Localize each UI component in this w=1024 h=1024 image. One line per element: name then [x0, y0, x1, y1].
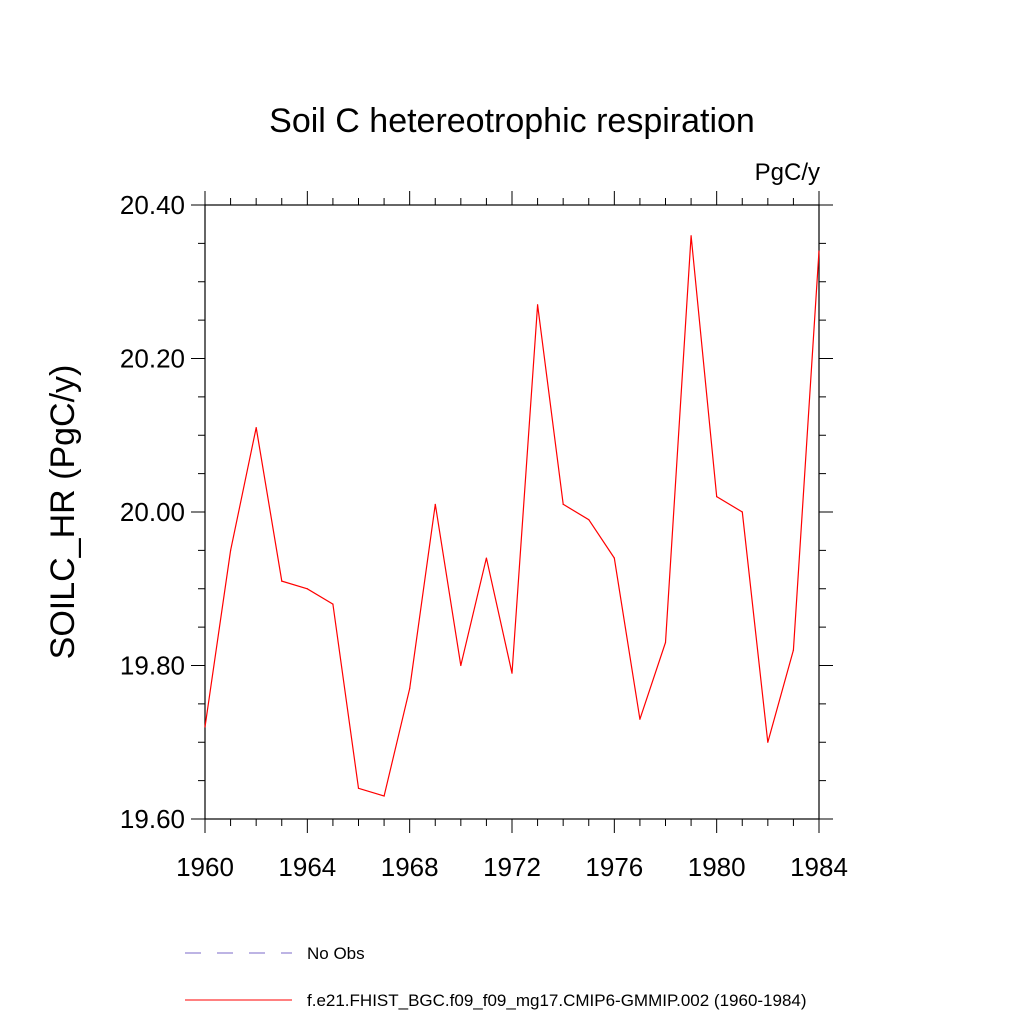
data-point [690, 235, 692, 237]
y-tick-label: 19.60 [120, 804, 185, 834]
units-label: PgC/y [755, 159, 820, 186]
data-point [562, 503, 564, 505]
plot-area: 19.60 19.80 20.00 20.20 20.40 1960 1964 1968 197… [120, 190, 848, 882]
data-point [767, 741, 769, 743]
legend-label: No Obs [307, 944, 365, 963]
data-point [306, 588, 308, 590]
x-tick-label: 1964 [278, 852, 336, 882]
series-line [204, 235, 820, 797]
data-point [511, 672, 513, 674]
data-point [588, 519, 590, 521]
data-point [434, 503, 436, 505]
y-tick-label: 19.80 [120, 651, 185, 681]
legend-label: f.e21.FHIST_BGC.f09_f09_mg17.CMIP6-GMMIP… [307, 991, 807, 1010]
data-point [204, 726, 206, 728]
data-point [281, 580, 283, 582]
y-tick-label: 20.00 [120, 497, 185, 527]
data-point [332, 603, 334, 605]
legend: No Obs f.e21.FHIST_BGC.f09_f09_mg17.CMIP6… [185, 944, 807, 1010]
data-point [460, 664, 462, 667]
data-point [639, 718, 641, 720]
data-point [383, 795, 385, 797]
y-tick-label: 20.40 [120, 190, 185, 220]
data-point [716, 496, 718, 498]
data-point [409, 687, 411, 690]
data-point [818, 250, 820, 252]
data-point [357, 787, 360, 789]
chart-title: Soil C hetereotrophic respiration [269, 102, 755, 140]
data-point [229, 549, 232, 551]
x-tick-label: 1972 [483, 852, 541, 882]
x-tick-label: 1976 [585, 852, 643, 882]
data-point [255, 426, 257, 429]
data-point [664, 641, 667, 644]
data-point [613, 557, 615, 559]
x-tick-label: 1984 [790, 852, 848, 882]
data-point [792, 649, 795, 651]
y-tick-label: 20.20 [120, 344, 185, 374]
data-point [741, 511, 743, 513]
x-tick-label: 1960 [176, 852, 234, 882]
data-point [485, 557, 488, 559]
data-point [536, 304, 539, 306]
y-axis-label: SOILC_HR (PgC/y) [44, 365, 82, 660]
x-tick-label: 1968 [381, 852, 439, 882]
plot-frame [204, 204, 820, 820]
x-tick-label: 1980 [688, 852, 746, 882]
